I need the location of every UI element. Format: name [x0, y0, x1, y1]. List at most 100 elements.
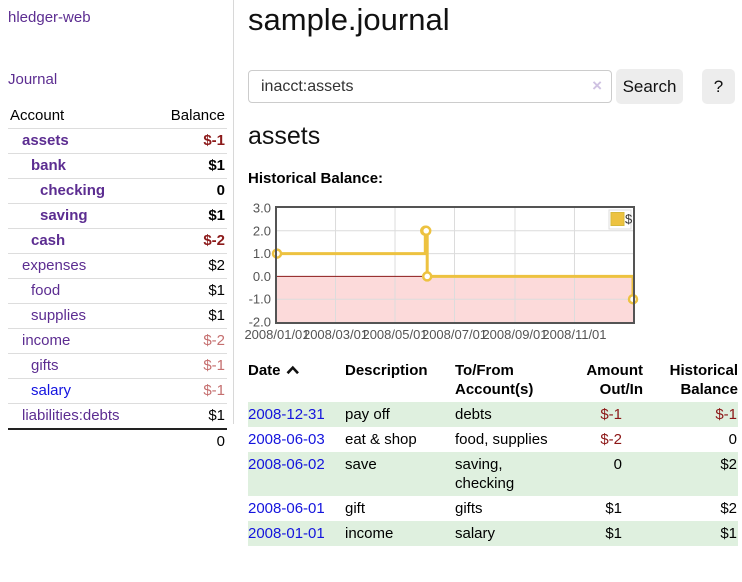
transaction-amount: $-2: [600, 431, 622, 448]
accounts-table: Account Balance assets $-1 bank $1 checking 0…: [8, 104, 227, 454]
account-balance: $-1: [152, 353, 227, 379]
account-row: liabilities:debts $1: [8, 403, 227, 429]
transaction-historical-balance: $2: [720, 456, 737, 473]
transaction-accounts: gifts: [455, 500, 483, 517]
account-row: bank $1: [8, 153, 227, 179]
chart-legend: $: [608, 209, 633, 230]
account-row: checking 0: [8, 178, 227, 204]
account-balance: $-1: [152, 128, 227, 154]
account-link[interactable]: supplies: [31, 307, 87, 324]
account-balance: $-1: [152, 378, 227, 404]
historical-balance-label: Historical Balance:: [248, 170, 384, 187]
account-link[interactable]: expenses: [22, 257, 87, 274]
transaction-historical-balance: $2: [720, 500, 737, 517]
historical-balance-chart: $3.0 2.0 1.0 0.0 -1.0 -2.0 2008/01/01 2008/03/0…: [243, 203, 740, 345]
account-balance: $1: [152, 203, 227, 229]
x-axis-tick: 2008/07/01: [422, 327, 487, 342]
transaction-description: eat & shop: [345, 431, 417, 448]
chart-svg: $3.0 2.0 1.0 0.0 -1.0 -2.02008/01/012008/03/0…: [244, 203, 639, 342]
accounts-header-account: Account: [10, 107, 65, 124]
y-axis-tick: 2.0: [253, 223, 271, 238]
y-axis-tick: -1.0: [249, 292, 271, 307]
register-row: 2008-12-31 pay off debts $-1 $-1: [248, 402, 738, 427]
x-axis-tick: 2008/01/01: [244, 327, 309, 342]
transaction-date-link[interactable]: 2008-12-31: [248, 406, 325, 423]
y-axis-tick: 0.0: [253, 269, 271, 284]
column-header-amount: Amount Out/In: [586, 362, 643, 398]
transaction-description: income: [345, 525, 394, 542]
search-button[interactable]: Search: [616, 69, 683, 104]
search-bar: × Search ?: [248, 69, 742, 104]
account-heading: assets: [248, 122, 321, 150]
search-input[interactable]: [248, 70, 612, 103]
transaction-description: gift: [345, 500, 366, 517]
transaction-historical-balance: $1: [720, 525, 737, 542]
account-row: assets $-1: [8, 128, 227, 154]
account-link[interactable]: saving: [40, 207, 88, 224]
transaction-historical-balance: 0: [728, 431, 737, 448]
transaction-date-link[interactable]: 2008-01-01: [248, 525, 325, 542]
nav-journal-link[interactable]: Journal: [8, 71, 58, 88]
plot-border: [275, 206, 635, 324]
account-row: supplies $1: [8, 303, 227, 329]
transaction-accounts: debts: [455, 406, 492, 423]
transaction-historical-balance: $-1: [715, 406, 737, 423]
account-balance: $1: [152, 403, 227, 429]
accounts-header-balance: Balance: [170, 107, 225, 124]
account-row: salary $-1: [8, 378, 227, 404]
transaction-accounts: food, supplies: [455, 431, 548, 448]
y-axis-tick: -2.0: [249, 315, 271, 330]
transaction-amount: 0: [613, 456, 622, 473]
account-balance: $1: [152, 303, 227, 329]
account-balance: $-2: [152, 228, 227, 254]
transaction-amount: $-1: [600, 406, 622, 423]
help-button[interactable]: ?: [702, 69, 735, 104]
clear-search-icon[interactable]: ×: [592, 76, 602, 95]
transaction-date-link[interactable]: 2008-06-01: [248, 500, 325, 517]
data-point-marker: [420, 225, 432, 237]
account-balance: $1: [152, 278, 227, 304]
legend-swatch: [610, 212, 625, 226]
account-link[interactable]: assets: [22, 132, 69, 149]
account-link[interactable]: cash: [31, 232, 66, 249]
x-axis-tick: 2008/09/01: [482, 327, 547, 342]
x-axis-tick: 2008/03/01: [303, 327, 368, 342]
account-row: expenses $2: [8, 253, 227, 279]
x-axis-tick: 2008/11/01: [542, 327, 606, 342]
legend-label: $: [625, 212, 633, 227]
register-row: 2008-06-01 gift gifts $1 $2: [248, 496, 738, 521]
transaction-accounts: saving, checking: [455, 456, 515, 492]
column-header-description: Description: [345, 362, 428, 379]
register-row: 2008-01-01 income salary $1 $1: [248, 521, 738, 546]
account-link[interactable]: food: [31, 282, 61, 299]
x-axis-tick: 2008/05/01: [362, 327, 427, 342]
register-row: 2008-06-03 eat & shop food, supplies $-2 0: [248, 427, 738, 452]
account-balance: 0: [152, 178, 227, 204]
account-row: food $1: [8, 278, 227, 304]
account-link[interactable]: gifts: [31, 357, 59, 374]
account-row: gifts $-1: [8, 353, 227, 379]
account-link[interactable]: bank: [31, 157, 67, 174]
column-header-tofrom: To/From Account(s): [455, 362, 534, 398]
account-link[interactable]: income: [22, 332, 71, 349]
y-axis-tick: 3.0: [253, 203, 271, 216]
column-header-date[interactable]: Date: [248, 361, 345, 402]
register-row: 2008-06-02 save saving, checking 0 $2: [248, 452, 738, 496]
transaction-amount: $1: [605, 500, 622, 517]
transaction-date-link[interactable]: 2008-06-02: [248, 456, 325, 473]
transaction-description: pay off: [345, 406, 390, 423]
sort-ascending-icon: [286, 365, 299, 375]
transaction-description: save: [345, 456, 377, 473]
search-field-wrap: ×: [248, 70, 612, 103]
account-link[interactable]: checking: [40, 182, 106, 199]
register-table: Date Description To/From Account(s) Amount …: [248, 361, 738, 546]
account-row: income $-2: [8, 328, 227, 354]
main-content: sample.journal × Search ? assets Histori…: [244, 0, 742, 582]
account-balance: $-2: [152, 328, 227, 354]
transaction-date-link[interactable]: 2008-06-03: [248, 431, 325, 448]
accounts-total-row: 0: [8, 428, 227, 454]
account-link[interactable]: salary: [31, 382, 72, 399]
account-link[interactable]: liabilities:debts: [22, 407, 120, 424]
app-title-link[interactable]: hledger-web: [8, 9, 91, 26]
account-balance: $2: [152, 253, 227, 279]
